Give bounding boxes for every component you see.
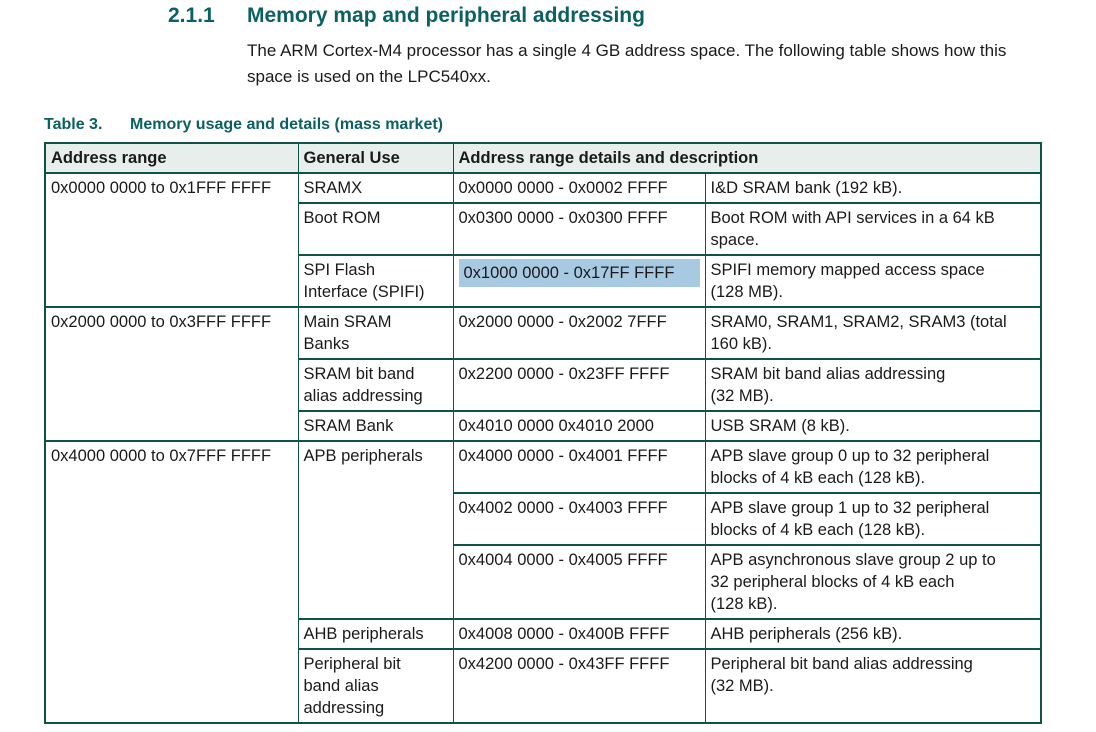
section-number: 2.1.1 — [168, 4, 215, 27]
table-row: SPI Flash Interface (SPIFI) 0x1000 0000 -… — [45, 254, 1042, 308]
general-use-cell: APB peripherals — [297, 440, 454, 620]
detail-range-cell: 0x2200 0000 - 0x23FF FFFF — [452, 358, 706, 412]
table-header-row: Address range General Use Address range … — [44, 142, 1042, 174]
column-header-general-use: General Use — [297, 142, 454, 174]
general-use-cell: SRAM bit band alias addressing — [297, 358, 454, 412]
general-use-cell: SRAM Bank — [297, 410, 454, 442]
detail-description-cell: APB slave group 0 up to 32 peripheral bl… — [704, 440, 1042, 494]
detail-range-cell: 0x0300 0000 - 0x0300 FFFF — [452, 202, 706, 256]
detail-description-cell: Peripheral bit band alias addressing (32… — [704, 648, 1042, 724]
detail-description-cell: I&D SRAM bank (192 kB). — [704, 172, 1042, 204]
detail-range-cell: 0x2000 0000 - 0x2002 7FFF — [452, 306, 706, 360]
address-range-cell: 0x4000 0000 to 0x7FFF FFFF — [44, 440, 299, 724]
section-heading: 2.1.1 Memory map and peripheral addressi… — [168, 4, 1096, 28]
column-header-address-range: Address range — [44, 142, 299, 174]
detail-description-cell: APB asynchronous slave group 2 up to 32 … — [704, 544, 1042, 620]
detail-range-cell: 0x4008 0000 - 0x400B FFFF — [452, 618, 706, 650]
detail-description-cell: USB SRAM (8 kB). — [704, 410, 1042, 442]
table-row: 0x4000 0000 to 0x7FFF FFFF APB peripheral… — [44, 440, 1042, 724]
table-row: AHB peripherals 0x4008 0000 - 0x400B FFFF… — [45, 618, 1042, 650]
detail-range-cell: 0x4200 0000 - 0x43FF FFFF — [452, 648, 706, 724]
address-range-cell: 0x2000 0000 to 0x3FFF FFFF — [44, 306, 299, 442]
detail-range-cell: 0x4004 0000 - 0x4005 FFFF — [452, 544, 706, 620]
detail-description-cell: AHB peripherals (256 kB). — [704, 618, 1042, 650]
general-use-cell: Boot ROM — [297, 202, 454, 256]
table-row: SRAM bit band alias addressing 0x2200 000… — [45, 358, 1042, 412]
intro-paragraph: The ARM Cortex-M4 processor has a single… — [247, 41, 1007, 86]
memory-usage-table: Address range General Use Address range … — [44, 142, 1043, 724]
detail-description-cell: SPIFI memory mapped access space (128 MB… — [704, 254, 1042, 308]
table-row: Boot ROM 0x0300 0000 - 0x0300 FFFF Boot RO… — [45, 202, 1042, 256]
table-caption-title: Memory usage and details (mass market) — [130, 116, 444, 133]
general-use-cell: AHB peripherals — [297, 618, 454, 650]
detail-description-cell: SRAM bit band alias addressing (32 MB). — [704, 358, 1042, 412]
table-caption: Table 3. Memory usage and details (mass … — [44, 115, 1096, 134]
detail-description-cell: Boot ROM with API services in a 64 kB sp… — [704, 202, 1042, 256]
general-use-cell: SRAMX — [297, 172, 454, 204]
table-row: 0x2000 0000 to 0x3FFF FFFF Main SRAM Bank… — [44, 306, 1042, 442]
detail-description-cell: APB slave group 1 up to 32 peripheral bl… — [704, 492, 1042, 546]
address-range-cell: 0x0000 0000 to 0x1FFF FFFF — [44, 172, 299, 308]
section-title: Memory map and peripheral addressing — [247, 4, 645, 27]
detail-range-cell: 0x0000 0000 - 0x0002 FFFF — [452, 172, 706, 204]
detail-range-cell: 0x1000 0000 - 0x17FF FFFF — [452, 254, 706, 308]
general-use-cell: Main SRAM Banks — [297, 306, 454, 360]
detail-description-cell: SRAM0, SRAM1, SRAM2, SRAM3 (total 160 kB… — [704, 306, 1042, 360]
table-row: Peripheral bit band alias addressing 0x42… — [45, 648, 1042, 724]
table-caption-label: Table 3. — [44, 116, 103, 133]
detail-range-cell: 0x4002 0000 - 0x4003 FFFF — [452, 492, 706, 546]
detail-range-cell: 0x4000 0000 - 0x4001 FFFF — [452, 440, 706, 494]
detail-range-cell: 0x4010 0000 0x4010 2000 — [452, 410, 706, 442]
general-use-cell: SPI Flash Interface (SPIFI) — [297, 254, 454, 308]
table-row: 0x4002 0000 - 0x4003 FFFF APB slave group… — [45, 492, 1042, 546]
general-use-cell: Peripheral bit band alias addressing — [297, 648, 454, 724]
column-header-details-description: Address range details and description — [452, 142, 1042, 174]
table-row: 0x0000 0000 to 0x1FFF FFFF SRAMX 0x0000 00… — [44, 172, 1042, 308]
table-row: SRAM Bank 0x4010 0000 0x4010 2000 USB SRAM… — [45, 410, 1042, 442]
selection-highlight: 0x1000 0000 - 0x17FF FFFF — [458, 259, 700, 287]
table-row: 0x4004 0000 - 0x4005 FFFF APB asynchronou… — [45, 544, 1042, 620]
